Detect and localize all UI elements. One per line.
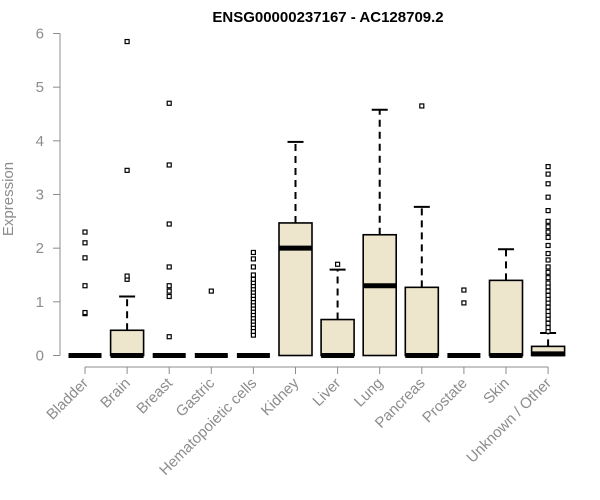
box-group [530, 163, 566, 357]
y-tick-label: 3 [36, 187, 44, 204]
outlier-point [250, 276, 256, 282]
y-axis: 0 1 2 3 4 5 6 [36, 26, 61, 365]
outlier-point [545, 208, 551, 214]
outlier-point [166, 334, 172, 340]
box-group [236, 249, 270, 358]
outlier-point [461, 287, 467, 293]
box-group [152, 100, 186, 358]
box-group [447, 287, 481, 358]
box [404, 286, 440, 357]
outlier-point [208, 288, 214, 294]
y-tick-label: 4 [36, 133, 44, 150]
box-group [320, 261, 355, 358]
box-group [68, 229, 102, 358]
outlier-point [545, 308, 551, 315]
box-group [109, 38, 145, 358]
outlier-point [166, 221, 172, 227]
x-tick-label: Lung [351, 375, 387, 411]
outlier-point [419, 103, 425, 109]
outlier-point [545, 304, 551, 310]
outlier-point [82, 309, 88, 316]
box [320, 318, 355, 357]
outlier-point [250, 256, 256, 262]
box-group [278, 140, 313, 357]
outlier-point [82, 229, 88, 235]
x-tick-label: Kidney [258, 374, 303, 419]
x-tick-label: Liver [309, 375, 344, 410]
outlier-point [545, 229, 551, 235]
box [488, 279, 524, 357]
outlier-point [124, 273, 130, 279]
box [278, 222, 313, 357]
outlier-point [545, 280, 551, 286]
outlier-point [545, 269, 551, 275]
outlier-point [545, 242, 551, 249]
outlier-point [166, 283, 172, 289]
box [109, 329, 145, 357]
box-group [362, 108, 398, 357]
outlier-point [250, 272, 256, 278]
x-tick-label: Bladder [43, 375, 92, 424]
outlier-point [545, 264, 551, 270]
boxes [68, 38, 566, 358]
outlier-point [545, 320, 551, 326]
outlier-point [250, 249, 256, 256]
chart-title: ENSG00000237167 - AC128709.2 [212, 9, 443, 26]
outlier-point [166, 100, 172, 106]
outlier-point [545, 288, 551, 294]
outlier-point [545, 324, 551, 331]
outlier-point [545, 257, 551, 263]
outlier-point [82, 255, 88, 261]
outlier-point [545, 194, 551, 200]
outlier-point [166, 264, 172, 270]
x-tick-label: Brain [97, 375, 134, 412]
outlier-point [166, 162, 172, 168]
outlier-point [545, 224, 551, 230]
box-group [404, 103, 440, 358]
outlier-point [82, 240, 88, 246]
outlier-point [545, 250, 551, 257]
x-tick-label: Prostate [419, 375, 471, 427]
outlier-point [335, 261, 341, 267]
box-group [194, 288, 228, 358]
outlier-point [166, 288, 172, 294]
y-tick-label: 5 [36, 79, 44, 96]
outlier-point [124, 167, 130, 173]
outlier-point [545, 234, 551, 241]
x-tick-label: Skin [480, 375, 513, 408]
outlier-point [82, 283, 88, 289]
outlier-point [166, 293, 172, 300]
outlier-point [545, 163, 551, 170]
outlier-point [545, 275, 551, 281]
y-tick-label: 0 [36, 348, 44, 365]
x-tick-label: Breast [133, 374, 176, 417]
outlier-point [545, 181, 551, 187]
outlier-point [250, 264, 256, 270]
outlier-point [461, 300, 467, 306]
y-tick-label: 6 [36, 26, 44, 43]
box-group [488, 248, 524, 358]
outlier-point [124, 38, 130, 45]
outlier-point [545, 171, 551, 177]
outlier-point [545, 292, 551, 298]
y-axis-label: Expression [0, 162, 17, 236]
outlier-point [545, 218, 551, 224]
box [362, 233, 398, 357]
y-tick-label: 2 [36, 240, 44, 257]
y-tick-label: 1 [36, 294, 44, 311]
